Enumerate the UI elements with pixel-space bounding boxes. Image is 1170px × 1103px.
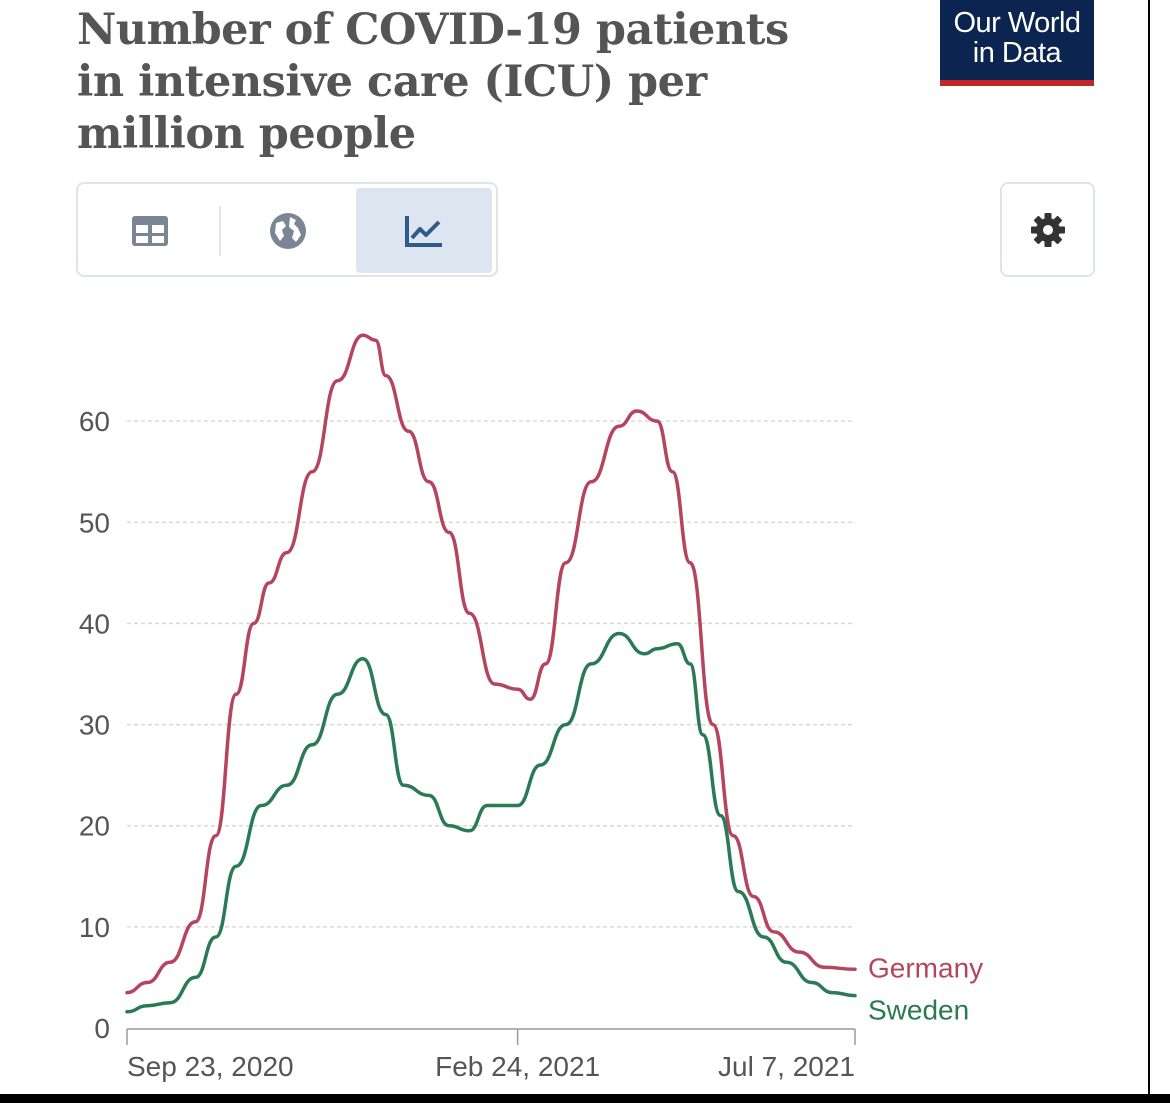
tab-divider (219, 206, 221, 256)
line-chart-icon (405, 215, 442, 247)
legend-label-germany: Germany (868, 952, 983, 983)
chart-title: Number of COVID-19 patients in intensive… (77, 5, 789, 159)
legend-label-sweden: Sweden (868, 995, 969, 1026)
tab-table[interactable] (82, 188, 218, 273)
frame-edge-bottom (0, 1094, 1170, 1103)
y-tick-label: 50 (79, 507, 110, 538)
series-line-sweden (125, 631, 857, 1014)
y-tick-label: 40 (79, 608, 110, 639)
logo-line-2: in Data (972, 37, 1062, 69)
y-tick-label: 60 (79, 406, 110, 437)
owid-logo[interactable]: Our World in Data (940, 0, 1094, 86)
view-tabs (76, 182, 498, 277)
globe-icon (270, 212, 306, 249)
x-tick-label: Feb 24, 2021 (435, 1051, 600, 1082)
gear-icon (1030, 212, 1065, 247)
y-tick-label: 20 (79, 811, 110, 842)
logo-line-1: Our World (953, 7, 1081, 39)
y-tick-label: 0 (94, 1013, 110, 1044)
tab-map[interactable] (220, 188, 356, 273)
table-icon (132, 215, 168, 246)
tab-chart[interactable] (356, 188, 492, 273)
settings-button[interactable] (1000, 182, 1095, 277)
x-tick-label: Jul 7, 2021 (718, 1051, 855, 1082)
x-tick-label: Sep 23, 2020 (127, 1051, 294, 1082)
series-line-germany (125, 333, 857, 995)
line-chart: 0 10 20 30 40 50 60 Sep 23, 2020 Feb 24, 2021 Jul… (79, 333, 983, 1082)
y-tick-label: 30 (79, 710, 110, 741)
frame-edge-right (1148, 0, 1150, 1103)
y-tick-label: 10 (79, 912, 110, 943)
